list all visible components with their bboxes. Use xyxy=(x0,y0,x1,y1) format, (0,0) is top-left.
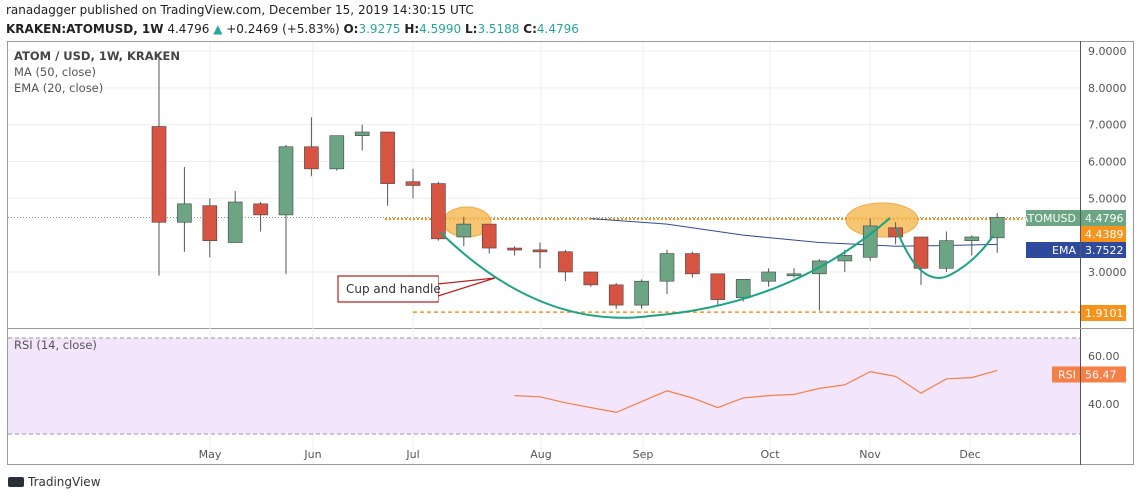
candle-body xyxy=(685,253,700,275)
c-label: C: xyxy=(523,22,537,36)
handle-curve xyxy=(895,227,994,279)
support-tag-value: 1.9101 xyxy=(1085,307,1124,320)
resistance-tag-value: 4.4389 xyxy=(1085,228,1124,241)
ema-tag-bg xyxy=(1081,242,1126,258)
candle-body xyxy=(380,131,395,184)
cup-callout: Cup and handle xyxy=(337,275,496,303)
candle-body xyxy=(659,253,675,282)
legend-ma[interactable]: MA (50, close) xyxy=(14,65,96,79)
candle-body xyxy=(481,223,497,249)
cup-label: Cup and handle xyxy=(346,282,441,296)
candle-body xyxy=(304,146,319,170)
high: 4.5990 xyxy=(419,22,462,36)
rsi-y-tick: 60.00 xyxy=(1088,350,1120,363)
up-arrow-icon: ▲ xyxy=(213,22,223,36)
rsi-value: 56.47 xyxy=(1085,368,1117,381)
change: +0.2469 (+5.83%) xyxy=(226,22,340,36)
candle-body xyxy=(456,223,472,238)
x-tick: Oct xyxy=(760,448,780,461)
last-price: 4.4796 xyxy=(167,22,210,36)
candle-body xyxy=(888,227,903,238)
rsi-value-bg xyxy=(1081,366,1126,383)
candle-body xyxy=(507,247,522,251)
rsi-line xyxy=(514,369,998,414)
x-tick: Nov xyxy=(859,448,881,461)
candle-body xyxy=(761,271,776,282)
candle-body xyxy=(532,249,548,253)
ema-tag-label-bg xyxy=(1026,242,1080,258)
y-tick: 9.0000 xyxy=(1088,45,1127,58)
x-tick: Aug xyxy=(530,448,551,461)
brand: TradingView xyxy=(28,475,101,489)
highlight-ellipse xyxy=(845,202,919,238)
resistance-tag-bg xyxy=(1081,226,1126,242)
support-tag-bg xyxy=(1081,305,1126,321)
y-tick: 5.0000 xyxy=(1088,192,1127,205)
low: 3.5188 xyxy=(477,22,520,36)
price-tag-bg xyxy=(1081,210,1126,226)
legend-title: ATOM / USD, 1W, KRAKEN xyxy=(14,49,180,63)
candle-body xyxy=(608,284,624,306)
ema-tag-value: 3.7522 xyxy=(1085,244,1124,257)
y-tick: 3.0000 xyxy=(1088,266,1127,279)
h-label: H: xyxy=(404,22,420,36)
candle-body xyxy=(558,251,573,273)
close: 4.4796 xyxy=(536,22,579,36)
x-tick: Jul xyxy=(405,448,419,461)
ema-line xyxy=(590,218,998,247)
candle-body xyxy=(278,146,294,216)
x-tick: Sep xyxy=(633,448,654,461)
ema-tag-label: EMA xyxy=(1052,244,1076,257)
publish-info: ranadagger published on TradingView.com,… xyxy=(6,3,474,17)
rsi-tag-bg xyxy=(1052,366,1080,383)
cup-curve xyxy=(439,217,891,319)
candle-body xyxy=(710,273,726,300)
footer: TradingView xyxy=(8,475,101,489)
legend-rsi[interactable]: RSI (14, close) xyxy=(14,338,97,352)
l-label: L: xyxy=(464,22,478,36)
candle-body xyxy=(786,273,802,277)
candle-body xyxy=(989,217,1005,239)
publish-text: ranadagger published on TradingView.com,… xyxy=(6,3,474,17)
candle-body xyxy=(634,280,649,306)
candle-body xyxy=(253,203,268,216)
candle-body xyxy=(405,181,421,186)
legend-ema[interactable]: EMA (20, close) xyxy=(14,81,103,95)
x-tick: Jun xyxy=(303,448,321,461)
candle-body xyxy=(837,255,853,262)
rsi-tag: RSI xyxy=(1058,368,1076,381)
y-tick: 6.0000 xyxy=(1088,155,1127,168)
x-tick: Dec xyxy=(959,448,980,461)
o-label: O: xyxy=(343,22,359,36)
candle-body xyxy=(583,271,599,286)
rsi-band xyxy=(8,338,1080,434)
candle-body xyxy=(329,135,345,170)
candle-body xyxy=(431,183,446,240)
symbol: KRAKEN:ATOMUSD, 1W xyxy=(6,22,164,36)
candle-body xyxy=(227,201,243,243)
price-tag-value: 4.4796 xyxy=(1085,212,1124,225)
rsi-y-tick: 40.00 xyxy=(1088,398,1120,411)
candle-body xyxy=(354,131,370,137)
candle-body xyxy=(735,279,751,299)
symbol-info: KRAKEN:ATOMUSD, 1W 4.4796 ▲ +0.2469 (+5.… xyxy=(6,22,579,36)
tradingview-logo-icon xyxy=(8,477,24,487)
price-tag-label-bg xyxy=(1026,210,1080,226)
candle-body xyxy=(862,225,878,258)
y-tick: 7.0000 xyxy=(1088,119,1127,132)
y-tick: 8.0000 xyxy=(1088,82,1127,95)
candle-body xyxy=(939,240,954,269)
candle-body xyxy=(964,236,980,241)
candle-body xyxy=(151,126,167,223)
candle-body xyxy=(202,205,218,241)
price-tag-label: ATOMUSD xyxy=(1021,212,1076,225)
candle-body xyxy=(913,236,929,269)
candle-body xyxy=(177,203,192,223)
open: 3.9275 xyxy=(358,22,401,36)
x-tick: May xyxy=(199,448,222,461)
